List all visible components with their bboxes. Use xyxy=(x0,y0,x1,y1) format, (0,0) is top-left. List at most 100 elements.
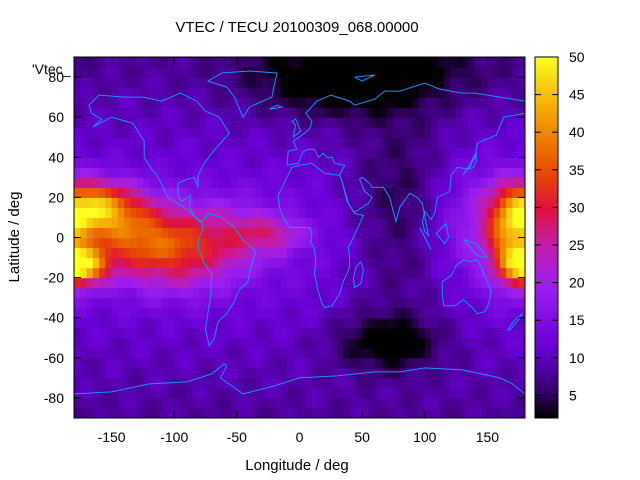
heat-cell xyxy=(499,307,507,319)
heat-cell xyxy=(80,87,88,98)
heat-cell xyxy=(305,247,313,259)
y-tick-label: -20 xyxy=(44,270,64,286)
heat-cell xyxy=(456,337,463,349)
heat-cell xyxy=(92,337,100,349)
heat-cell xyxy=(468,357,476,369)
heat-cell xyxy=(355,187,363,198)
heat-cell xyxy=(449,127,457,138)
heat-cell xyxy=(368,397,376,409)
heat-cell xyxy=(142,377,150,389)
heat-cell xyxy=(105,117,113,128)
heat-cell xyxy=(142,157,150,168)
heat-cell xyxy=(518,67,525,78)
heat-cell xyxy=(474,387,482,399)
colorbar xyxy=(534,56,559,419)
heat-cell xyxy=(86,277,94,289)
heat-cell xyxy=(124,147,131,158)
heat-cell xyxy=(462,337,470,349)
heat-cell xyxy=(474,317,482,329)
heat-cell xyxy=(355,247,363,259)
heat-cell xyxy=(236,67,244,78)
heat-cell xyxy=(337,67,344,78)
heat-cell xyxy=(349,57,357,68)
heat-cell xyxy=(199,307,207,319)
heat-cell xyxy=(506,337,514,349)
heat-cell xyxy=(136,97,144,108)
heat-cell xyxy=(155,57,163,68)
heat-cell xyxy=(142,217,150,229)
heat-cell xyxy=(130,307,138,319)
heat-cell xyxy=(149,337,157,349)
heat-cell xyxy=(249,377,257,389)
heat-cell xyxy=(518,237,525,249)
heat-cell xyxy=(80,97,88,108)
heat-cell xyxy=(512,227,520,239)
heat-cell xyxy=(92,197,100,209)
heat-cell xyxy=(105,177,113,188)
heat-cell xyxy=(456,397,463,409)
heat-cell xyxy=(111,327,119,339)
heat-cell xyxy=(161,317,169,329)
heat-cell xyxy=(337,287,344,299)
heat-cell xyxy=(499,287,507,299)
heat-cell xyxy=(280,327,288,339)
heat-cell xyxy=(380,387,388,399)
heat-cell xyxy=(268,107,276,118)
heat-cell xyxy=(274,177,282,188)
heat-cell xyxy=(318,347,326,359)
heat-cell xyxy=(305,317,313,329)
heat-cell xyxy=(274,197,282,209)
heat-cell xyxy=(468,107,476,118)
heat-cell xyxy=(431,77,438,88)
heat-cell xyxy=(437,367,445,379)
heat-cell xyxy=(193,277,200,289)
heat-cell xyxy=(136,217,144,229)
heat-cell xyxy=(418,107,426,118)
heat-cell xyxy=(274,277,282,289)
heat-cell xyxy=(368,347,376,359)
heat-cell xyxy=(261,187,269,198)
heat-cell xyxy=(130,147,138,158)
heat-cell xyxy=(224,347,232,359)
heat-cell xyxy=(393,357,401,369)
heat-cell xyxy=(124,387,131,399)
heat-cell xyxy=(431,57,438,68)
heat-cell xyxy=(324,167,332,178)
heat-cell xyxy=(86,127,94,138)
heat-cell xyxy=(405,337,413,349)
heat-cell xyxy=(174,377,182,389)
heat-cell xyxy=(405,247,413,259)
heat-cell xyxy=(117,197,125,209)
heat-cell xyxy=(205,357,213,369)
heat-cell xyxy=(274,127,282,138)
heat-cell xyxy=(261,127,269,138)
heat-cell xyxy=(117,397,125,409)
heat-cell xyxy=(236,107,244,118)
heat-cell xyxy=(506,137,514,148)
heat-cell xyxy=(437,137,445,148)
heat-cell xyxy=(412,267,420,279)
heat-cell xyxy=(268,127,276,138)
heat-cell xyxy=(130,77,138,88)
heat-cell xyxy=(180,77,188,88)
heat-cell xyxy=(236,227,244,239)
heat-cell xyxy=(493,177,501,188)
heat-cell xyxy=(80,257,88,269)
heat-cell xyxy=(180,327,188,339)
heat-cell xyxy=(205,327,213,339)
heat-cell xyxy=(487,397,495,409)
heat-cell xyxy=(180,217,188,229)
heat-cell xyxy=(399,297,407,309)
heat-cell xyxy=(418,207,426,219)
heat-cell xyxy=(405,187,413,198)
heat-cell xyxy=(249,317,257,329)
heat-cell xyxy=(186,77,194,88)
heat-cell xyxy=(205,267,213,279)
heat-cell xyxy=(449,217,457,229)
heat-cell xyxy=(518,217,525,229)
heat-cell xyxy=(481,127,489,138)
heat-cell xyxy=(418,347,426,359)
heat-cell xyxy=(243,187,250,198)
heat-cell xyxy=(286,187,294,198)
heat-cell xyxy=(268,147,276,158)
